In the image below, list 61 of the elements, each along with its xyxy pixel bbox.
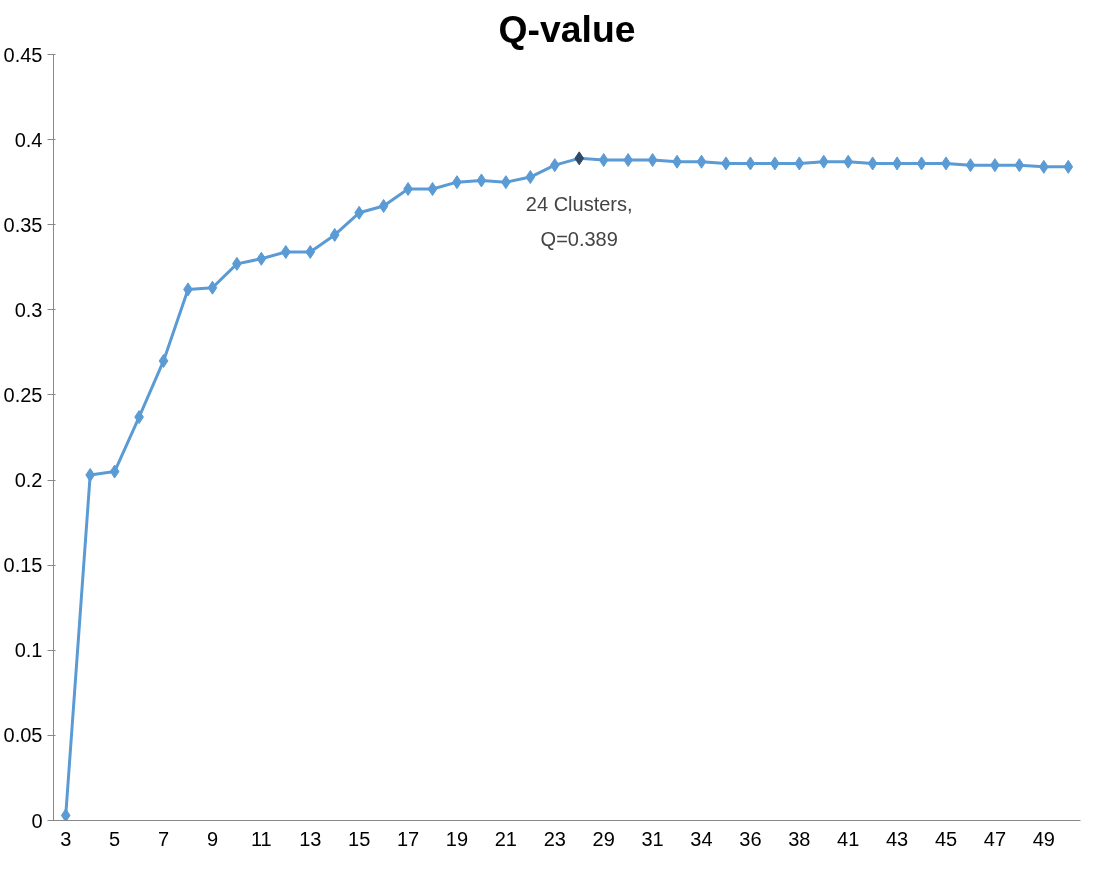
point <box>158 353 169 368</box>
y-tick-label: 0.45 <box>3 43 43 66</box>
point <box>1063 159 1074 174</box>
x-tick-label: 34 <box>690 827 713 850</box>
x-tick-label: 13 <box>299 827 322 850</box>
y-tick-label: 0.15 <box>3 554 43 577</box>
y-tick-label: 0.05 <box>3 724 43 747</box>
x-tick-label: 9 <box>206 827 218 850</box>
x-tick-label: 29 <box>592 827 615 850</box>
x-tick-label: 15 <box>348 827 371 850</box>
y-tick-label: 0.25 <box>3 383 43 406</box>
x-tick-label: 38 <box>788 827 811 850</box>
point <box>525 170 536 185</box>
x-tick-label: 49 <box>1032 827 1055 850</box>
point <box>85 467 96 482</box>
point <box>109 464 120 479</box>
y-tick-label: 0 <box>31 809 43 832</box>
point <box>305 244 316 259</box>
chart-title: Q-value <box>498 7 636 50</box>
point <box>256 251 267 266</box>
point <box>598 153 609 168</box>
y-tick-label: 0.35 <box>3 213 43 236</box>
point <box>818 154 829 169</box>
point <box>1038 159 1049 174</box>
point <box>574 151 585 166</box>
x-tick-label: 47 <box>983 827 1007 850</box>
x-tick-label: 41 <box>837 827 860 850</box>
point <box>1014 158 1025 173</box>
point <box>647 153 658 168</box>
point <box>280 244 291 259</box>
x-tick-label: 11 <box>250 827 272 850</box>
point <box>843 154 854 169</box>
point <box>916 156 927 171</box>
x-tick-label: 17 <box>396 827 420 850</box>
x-tick-label: 31 <box>641 827 664 850</box>
point <box>696 154 707 169</box>
point <box>427 181 438 196</box>
point <box>207 280 218 295</box>
point <box>745 156 756 171</box>
y-tick-label: 0.2 <box>14 469 43 492</box>
point <box>329 227 340 242</box>
point <box>60 808 71 821</box>
x-tick-label: 19 <box>445 827 469 850</box>
y-tick-label: 0.1 <box>14 639 43 662</box>
point <box>476 173 487 188</box>
x-tick-label: 45 <box>934 827 958 850</box>
point <box>965 158 976 173</box>
x-tick-label: 3 <box>60 827 72 850</box>
y-tick-label: 0.3 <box>14 298 43 321</box>
x-tick-label: 36 <box>739 827 762 850</box>
x-tick-label: 23 <box>543 827 566 850</box>
y-tick-label: 0.4 <box>14 128 43 151</box>
point <box>378 199 389 213</box>
point <box>867 156 878 171</box>
point <box>794 156 805 171</box>
x-tick-label: 21 <box>494 827 517 850</box>
x-tick-label: 7 <box>157 827 170 850</box>
point <box>549 158 560 173</box>
annotation: 24 Clusters, Q=0.389 <box>525 193 633 250</box>
x-tick-label: 5 <box>109 827 121 850</box>
x-tick-label: 43 <box>885 827 909 850</box>
